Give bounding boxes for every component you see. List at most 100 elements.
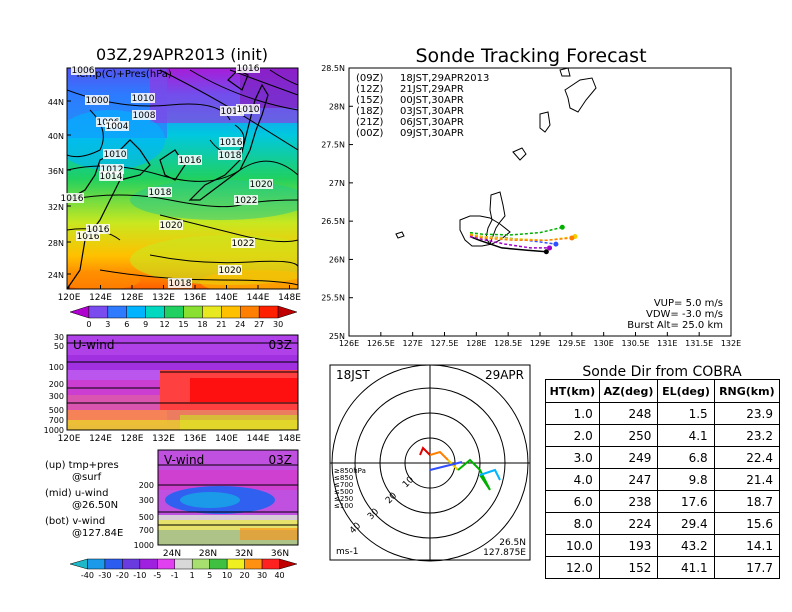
cell-el: 6.8 [657,446,715,469]
track-lat-axis: 28.5N 28N 27.5N 27N 26.5N 26N 25.5N 25N [321,64,353,341]
isobar-label-bg [231,238,255,248]
legend-code: (15Z) [356,95,383,106]
vwind-lat-axis: 24N 28N 32N 36N [163,549,289,559]
colorbar-label: -20 [116,571,129,580]
level-tick-label: 50 [54,342,64,351]
level-tick-label: 300 [49,392,64,401]
colorbar-swatch [104,558,123,570]
colorbar-swatch [221,305,241,319]
lon-tick-label: 132E [152,293,175,303]
lat-tick-label: 26N [329,255,345,264]
isobar-label: 1016 [179,156,202,166]
cell-rng: 21.4 [713,468,781,491]
track-title: Sonde Tracking Forecast [415,45,646,67]
uwind-panel [67,335,298,430]
isobar-label-bg [218,265,242,275]
track-line [469,226,563,236]
isobar-label-bg [234,195,258,205]
cell-ht: 6.0 [545,490,600,513]
hodo-lat: 26.5N [499,538,526,548]
cell-rng: 17.7 [713,556,781,579]
lon-tick-label: 129.5E [558,339,586,348]
level-tick-label: 700 [49,416,64,425]
colorbar-label: 21 [216,320,226,329]
lon-tick-label: 127.5E [431,339,459,348]
colorbar-label: -5 [153,571,161,580]
isobar-label-bg [220,106,244,116]
cell-ht: 12.0 [545,556,600,579]
map-title: 03Z,29APR2013 (init) [96,45,268,64]
level-tick-label: 1000 [134,541,154,550]
cell-el: 4.1 [657,424,715,447]
legend-time: 09JST,30APR [400,128,464,139]
track-endpoint [553,241,559,247]
lon-tick-label: 129E [530,339,550,348]
lon-tick-label: 128E [121,293,144,303]
cell-el: 43.2 [657,534,715,557]
vwind-panel [158,450,298,545]
isobar-label-bg [85,95,109,105]
colorbar-swatch [258,305,279,319]
isobar-label: 1016 [77,232,100,242]
vwind-level-axis: 200 300 500 700 1000 [134,481,154,550]
uwind-frame [66,334,299,431]
colorbar-label: 40 [274,571,284,580]
isobar-label-bg [99,171,123,181]
cell-rng: 22.4 [713,446,781,469]
colorbar-label: -30 [98,571,111,580]
table-row: 12.0 152 41.1 17.7 [545,556,781,579]
colorbar-label: -40 [81,571,94,580]
isobar-label: 1018 [219,151,242,161]
table-row: 4.0 247 9.8 21.4 [545,468,781,491]
table-row: 8.0 224 29.4 15.6 [545,512,781,535]
cell-az: 152 [598,556,659,579]
legend-code: (21Z) [356,117,383,128]
legend-time: 06JST,30APR [400,117,464,128]
colorbar-swatch [107,305,127,319]
isobar-label-bg [159,220,183,230]
lat-tick-label: 26.5N [321,217,345,226]
note-line: (mid) u-wind [45,488,108,499]
level-tick-label: 100 [49,363,64,372]
lon-tick-label: 120E [58,434,81,444]
colorbar-swatch [145,305,165,319]
track-lon-axis: 126E 126.5E 127E 127.5E 128E 128.5E 129E 129.5E… [339,332,741,348]
isobar-label: 1010 [132,94,155,104]
isobar-label-bg [86,224,110,234]
isobar-label-bg [60,193,84,203]
param-line: Burst Alt= 25.0 km [627,320,723,331]
col-header-rng: RNG(km) [713,379,781,403]
col-header-az: AZ(deg) [598,379,659,403]
lat-tick-label: 32N [48,203,64,212]
isobar-label: 1010 [237,105,260,115]
hodo-date: 29APR [485,368,524,382]
isobar-label: 1018 [169,279,192,289]
uwind-lon-axis: 120E 124E 128E 132E 136E 140E 144E 148E [58,434,302,444]
level-legend-item: ≤500 [334,488,353,496]
lon-tick-label: 140E [215,293,238,303]
colorbar-swatch [240,305,260,319]
colorbar-label: 18 [197,320,207,329]
colorbar-swatch [139,558,158,570]
isobar-label-bg [71,65,95,75]
isobar-label-bg [131,93,155,103]
isobar-label: 1022 [235,196,258,206]
isobar-label: 1008 [133,111,156,121]
track-endpoint [543,249,549,255]
table-row: 2.0 250 4.1 23.2 [545,424,781,447]
pressure-labels: 1000100810061004101010141010101610181012… [60,63,273,289]
colorbar-label: 30 [273,320,283,329]
level-legend-item: ≤250 [334,495,353,503]
cell-el: 1.5 [657,402,715,425]
lon-tick-label: 148E [278,434,301,444]
col-header-ht: HT(km) [545,379,600,403]
legend-code: (12Z) [356,84,383,95]
cell-ht: 2.0 [545,424,600,447]
lat-tick-label: 24N [163,549,181,559]
level-tick-label: 500 [49,406,64,415]
isobar-label: 1016 [61,194,84,204]
cell-az: 249 [598,446,659,469]
table-row: 1.0 248 1.5 23.9 [545,402,781,425]
isobar-label: 1020 [219,266,242,276]
colorbar-swatch [202,305,222,319]
